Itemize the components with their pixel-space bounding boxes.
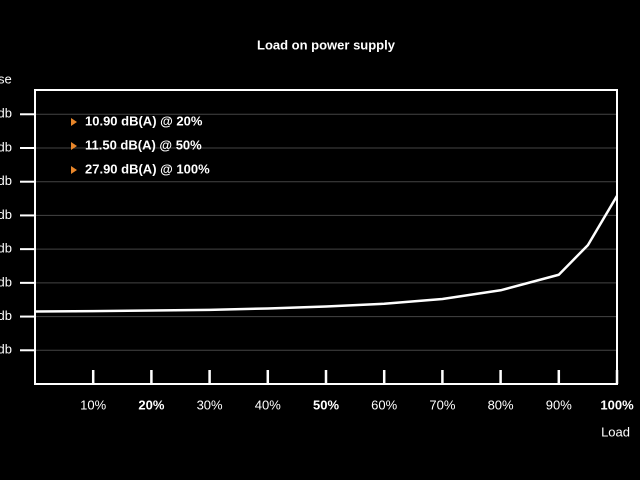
x-tick-label: 20% <box>138 397 164 412</box>
x-tick-label: 70% <box>429 397 455 412</box>
annotation-marker <box>71 118 77 126</box>
x-tick-label: 60% <box>371 397 397 412</box>
x-tick-label: 100% <box>600 397 634 412</box>
x-tick-label: 30% <box>197 397 223 412</box>
y-axis-label: se <box>0 71 12 86</box>
y-tick-label: db <box>0 274 12 289</box>
y-tick-label: db <box>0 106 12 121</box>
y-tick-label: db <box>0 173 12 188</box>
chart-title: Load on power supply <box>257 37 396 52</box>
y-tick-label: db <box>0 241 12 256</box>
annotation-marker <box>71 142 77 150</box>
annotation-marker <box>71 166 77 174</box>
y-tick-label: db <box>0 207 12 222</box>
x-tick-label: 80% <box>488 397 514 412</box>
y-tick-label: db <box>0 308 12 323</box>
x-tick-label: 90% <box>546 397 572 412</box>
annotation: 10.90 dB(A) @ 20% <box>85 113 203 128</box>
x-axis-label: Load <box>601 424 630 439</box>
y-tick-label: db <box>0 139 12 154</box>
annotation: 11.50 dB(A) @ 50% <box>85 137 202 152</box>
x-tick-label: 10% <box>80 397 106 412</box>
y-tick-label: db <box>0 342 12 357</box>
x-tick-label: 40% <box>255 397 281 412</box>
line <box>34 195 619 313</box>
annotation: 27.90 dB(A) @ 100% <box>85 161 210 176</box>
x-tick-label: 50% <box>313 397 339 412</box>
plot-frame <box>34 89 618 385</box>
